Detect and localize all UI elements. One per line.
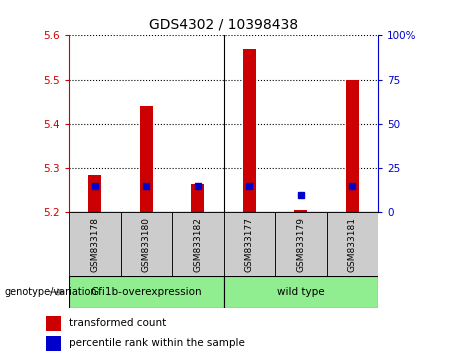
Bar bbox=[69, 212, 121, 276]
Text: GSM833181: GSM833181 bbox=[348, 217, 357, 272]
Text: GSM833182: GSM833182 bbox=[193, 217, 202, 272]
Bar bbox=[224, 212, 275, 276]
Bar bbox=[172, 212, 224, 276]
Text: Gfi1b-overexpression: Gfi1b-overexpression bbox=[90, 287, 202, 297]
Text: GSM833179: GSM833179 bbox=[296, 217, 305, 272]
Bar bbox=[243, 48, 256, 212]
Bar bbox=[191, 184, 204, 212]
Bar bbox=[121, 212, 172, 276]
Text: GSM833178: GSM833178 bbox=[90, 217, 100, 272]
Text: percentile rank within the sample: percentile rank within the sample bbox=[69, 338, 245, 348]
Text: wild type: wild type bbox=[277, 287, 325, 297]
Bar bbox=[275, 212, 326, 276]
Title: GDS4302 / 10398438: GDS4302 / 10398438 bbox=[149, 17, 298, 32]
Text: GSM833177: GSM833177 bbox=[245, 217, 254, 272]
Text: genotype/variation: genotype/variation bbox=[5, 287, 97, 297]
Text: transformed count: transformed count bbox=[69, 318, 166, 328]
Bar bbox=[140, 106, 153, 212]
Bar bbox=[295, 210, 307, 212]
Bar bbox=[69, 276, 224, 308]
Bar bbox=[46, 336, 60, 351]
Bar bbox=[224, 276, 378, 308]
Bar bbox=[346, 80, 359, 212]
Bar bbox=[326, 212, 378, 276]
Text: GSM833180: GSM833180 bbox=[142, 217, 151, 272]
Bar bbox=[46, 316, 60, 331]
Bar bbox=[89, 175, 101, 212]
